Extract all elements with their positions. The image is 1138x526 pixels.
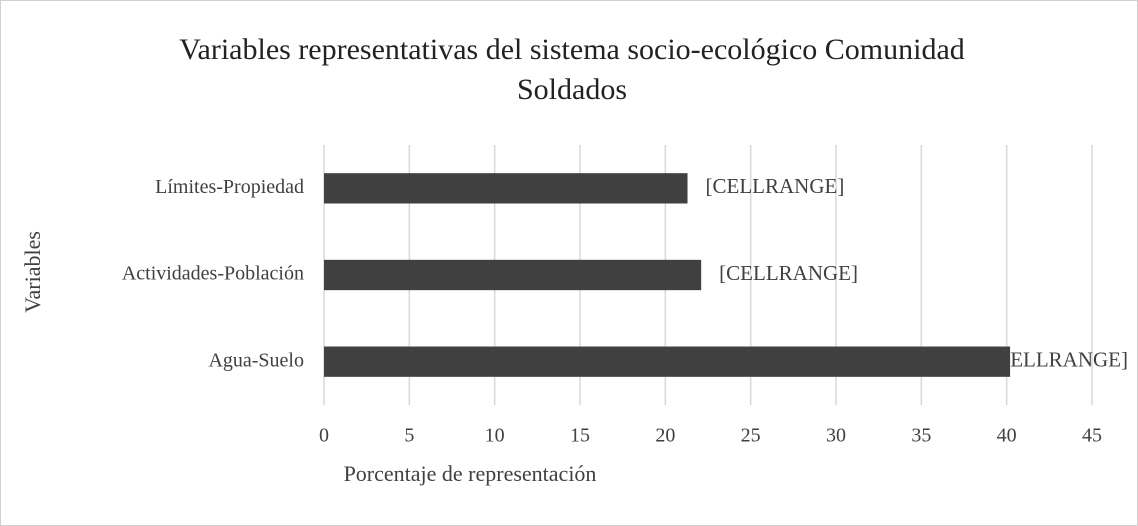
x-tick-label: 25: [741, 425, 761, 447]
data-label: [CELLRANGE]: [719, 261, 858, 285]
y-tick-label: Agua-Suelo: [208, 349, 304, 371]
x-tick-label: 5: [404, 425, 414, 447]
x-tick-label: 30: [826, 425, 846, 447]
x-tick-label: 45: [1082, 425, 1102, 447]
data-label: [CELLRANGE]: [989, 347, 1128, 371]
x-tick-label: 10: [485, 425, 505, 447]
y-tick-label: Límites-Propiedad: [155, 176, 304, 198]
chart-title: Variables representativas del sistema so…: [179, 33, 965, 106]
bar: [324, 346, 1011, 377]
x-tick-label: 0: [319, 425, 329, 447]
bar: [324, 173, 688, 204]
bar: [324, 259, 702, 291]
x-tick-label: 20: [655, 425, 675, 447]
y-axis-label: Variables: [20, 231, 45, 313]
data-label: [CELLRANGE]: [706, 174, 845, 198]
x-tick-label: 35: [911, 425, 931, 447]
y-tick-label: Actividades-Población: [122, 263, 304, 285]
x-tick-label: 40: [997, 425, 1017, 447]
x-axis-label: Porcentaje de representación: [344, 461, 597, 486]
x-tick-label: 15: [570, 425, 590, 447]
